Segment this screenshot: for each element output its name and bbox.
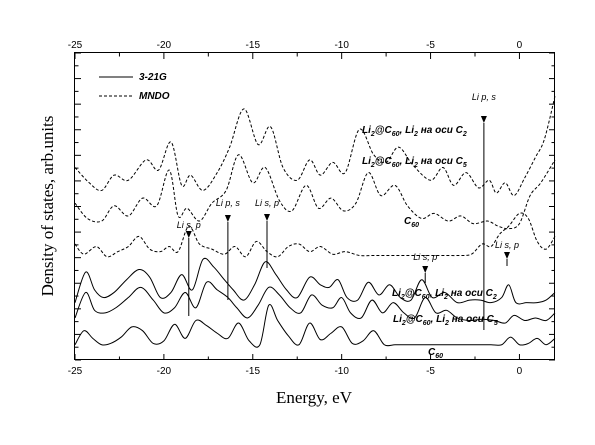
annotation-label: Li s, p	[495, 240, 519, 250]
curve-label: Li2@C60, Li2 на оси C5	[393, 314, 498, 327]
axis-ticks	[74, 52, 555, 361]
annotation-arrowhead	[422, 266, 429, 273]
curve-label-subscript: 2	[401, 320, 406, 327]
curve-label-text: , Li	[399, 156, 415, 167]
curve-label: Li2@C60, Li2 на оси C2	[392, 288, 497, 301]
x-tick-label-top: -15	[246, 40, 261, 51]
curve-label-text: @C	[375, 156, 393, 167]
curve-label-text: C	[404, 216, 412, 227]
annotation-label: Li s, p	[255, 198, 279, 208]
x-tick-label-top: -20	[157, 40, 172, 51]
annotation-layer: Li p, s Li s, p Li p, s Li s, p Li s, p Li s,…	[177, 92, 519, 330]
curve-label-subscript: 5	[494, 320, 498, 327]
curve-label-text: Li	[362, 156, 371, 167]
x-tick-label: -25	[68, 366, 83, 377]
annotation-arrowhead	[504, 252, 510, 259]
curve-label-text: на оси C	[448, 288, 494, 299]
curve-label: Li2@C60, Li2 на оси C2	[362, 125, 467, 138]
curve-label-text: @C	[375, 125, 393, 136]
x-tick-label-top: -25	[68, 40, 83, 51]
annotation-arrowhead	[224, 215, 231, 222]
curve-label-subscript: 60	[435, 353, 443, 360]
x-tick-label: -15	[246, 366, 261, 377]
curve-label: C60	[404, 216, 419, 229]
x-tick-label: 0	[517, 366, 523, 377]
curve-label-text: на оси C	[418, 156, 464, 167]
curve-label-text: Li	[392, 288, 401, 299]
x-tick-label-top: 0	[517, 40, 523, 51]
x-tick-labels-top: -25 -20 -15 -10 -5 0	[68, 40, 523, 51]
annotation-arrowhead	[185, 231, 192, 238]
series-line-2	[74, 212, 556, 258]
annotation-label: Li s, p	[413, 252, 437, 262]
curve-label-text: , Li	[430, 314, 446, 325]
curve-label-subscript: 2	[462, 131, 467, 138]
curve-label-subscript: 2	[444, 320, 449, 327]
curve-label-subscript: 2	[370, 162, 375, 169]
curve-label-text: на оси C	[449, 314, 495, 325]
curve-label-subscript: 2	[413, 131, 418, 138]
curve-label: Li2@C60, Li2 на оси C5	[362, 156, 467, 169]
curve-label-subscript: 2	[400, 294, 405, 301]
x-tick-label: -20	[157, 366, 172, 377]
y-axis-title: Density of states, arb.units	[38, 116, 57, 297]
legend: 3-21G MNDO	[99, 72, 170, 102]
x-tick-label: -5	[426, 366, 435, 377]
annotation-arrowhead	[264, 214, 270, 221]
series-line-0	[74, 95, 556, 197]
curve-label-subscript: 60	[423, 320, 431, 327]
annotation-arrowhead	[480, 116, 487, 123]
x-tick-label: -10	[334, 366, 349, 377]
curve-label-subscript: 60	[392, 162, 400, 169]
curve-label-subscript: 2	[443, 294, 448, 301]
x-tick-label-top: -10	[334, 40, 349, 51]
x-tick-label-top: -5	[426, 40, 435, 51]
curve-label-text: @C	[405, 288, 423, 299]
curve-label-text: Li	[393, 314, 402, 325]
annotation-label: Li s, p	[177, 220, 201, 230]
curve-label-text: @C	[406, 314, 424, 325]
curve-label-subscript: 2	[492, 294, 497, 301]
curve-label-text: C	[428, 347, 436, 358]
series-line-5	[74, 303, 556, 348]
annotation-label: Li p, s	[472, 92, 497, 102]
curve-label-text: Li	[362, 125, 371, 136]
curve-label-subscript: 2	[413, 162, 418, 169]
curve-label-text: на оси C	[418, 125, 464, 136]
x-axis-title: Energy, eV	[276, 388, 353, 407]
legend-label-dashed: MNDO	[139, 91, 170, 102]
curve-label-text: , Li	[429, 288, 445, 299]
curve-label-text: , Li	[399, 125, 415, 136]
legend-label-solid: 3-21G	[139, 72, 167, 83]
series-line-4	[74, 281, 556, 324]
curve-label-subscript: 60	[392, 131, 400, 138]
curve-label-subscript: 60	[411, 222, 419, 229]
x-tick-labels-bottom: -25 -20 -15 -10 -5 0	[68, 366, 523, 377]
curve-label-subscript: 2	[370, 131, 375, 138]
curve-label: C60	[428, 347, 443, 360]
curve-label-subscript: 5	[463, 162, 467, 169]
annotation-label: Li p, s	[216, 198, 241, 208]
series-layer	[74, 95, 556, 348]
curve-label-subscript: 60	[422, 294, 430, 301]
